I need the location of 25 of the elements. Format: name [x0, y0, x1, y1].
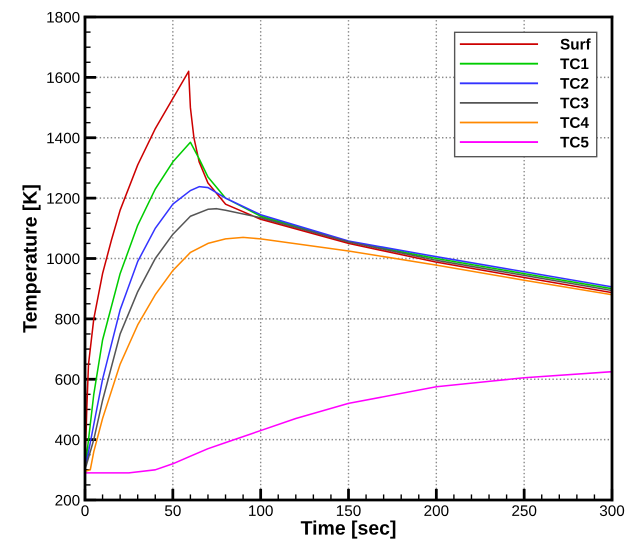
x-tick-label: 100: [249, 505, 273, 516]
line-series: [85, 370, 612, 474]
x-axis-title: Time [sec]: [300, 520, 396, 539]
y-tick-label: 1200: [47, 192, 80, 204]
y-tick-label: 600: [55, 374, 80, 385]
x-tick-label: 300: [600, 505, 624, 516]
x-tick-label: 0: [81, 505, 89, 516]
x-tick-label: 200: [424, 505, 448, 516]
legend-label: TC5: [560, 136, 588, 148]
legend-label: TC2: [560, 78, 588, 89]
y-tick-label: 1800: [47, 12, 80, 23]
y-tick-label: 800: [55, 314, 80, 325]
y-tick-label: 400: [55, 434, 80, 446]
y-tick-label: 1000: [47, 253, 80, 264]
legend-label: TC3: [560, 98, 588, 108]
legend-label: Surf: [560, 38, 591, 50]
x-tick-label: 150: [336, 505, 361, 516]
legend-label: TC1: [560, 58, 588, 70]
y-axis-title: Temperature [K]: [22, 185, 41, 333]
y-tick-label: 1400: [47, 132, 80, 144]
y-tick-label: 200: [55, 494, 80, 506]
x-tick-label: 50: [164, 505, 181, 516]
legend-label: TC4: [560, 117, 589, 128]
y-tick-label: 1600: [47, 72, 80, 84]
x-tick-label: 250: [512, 505, 536, 516]
